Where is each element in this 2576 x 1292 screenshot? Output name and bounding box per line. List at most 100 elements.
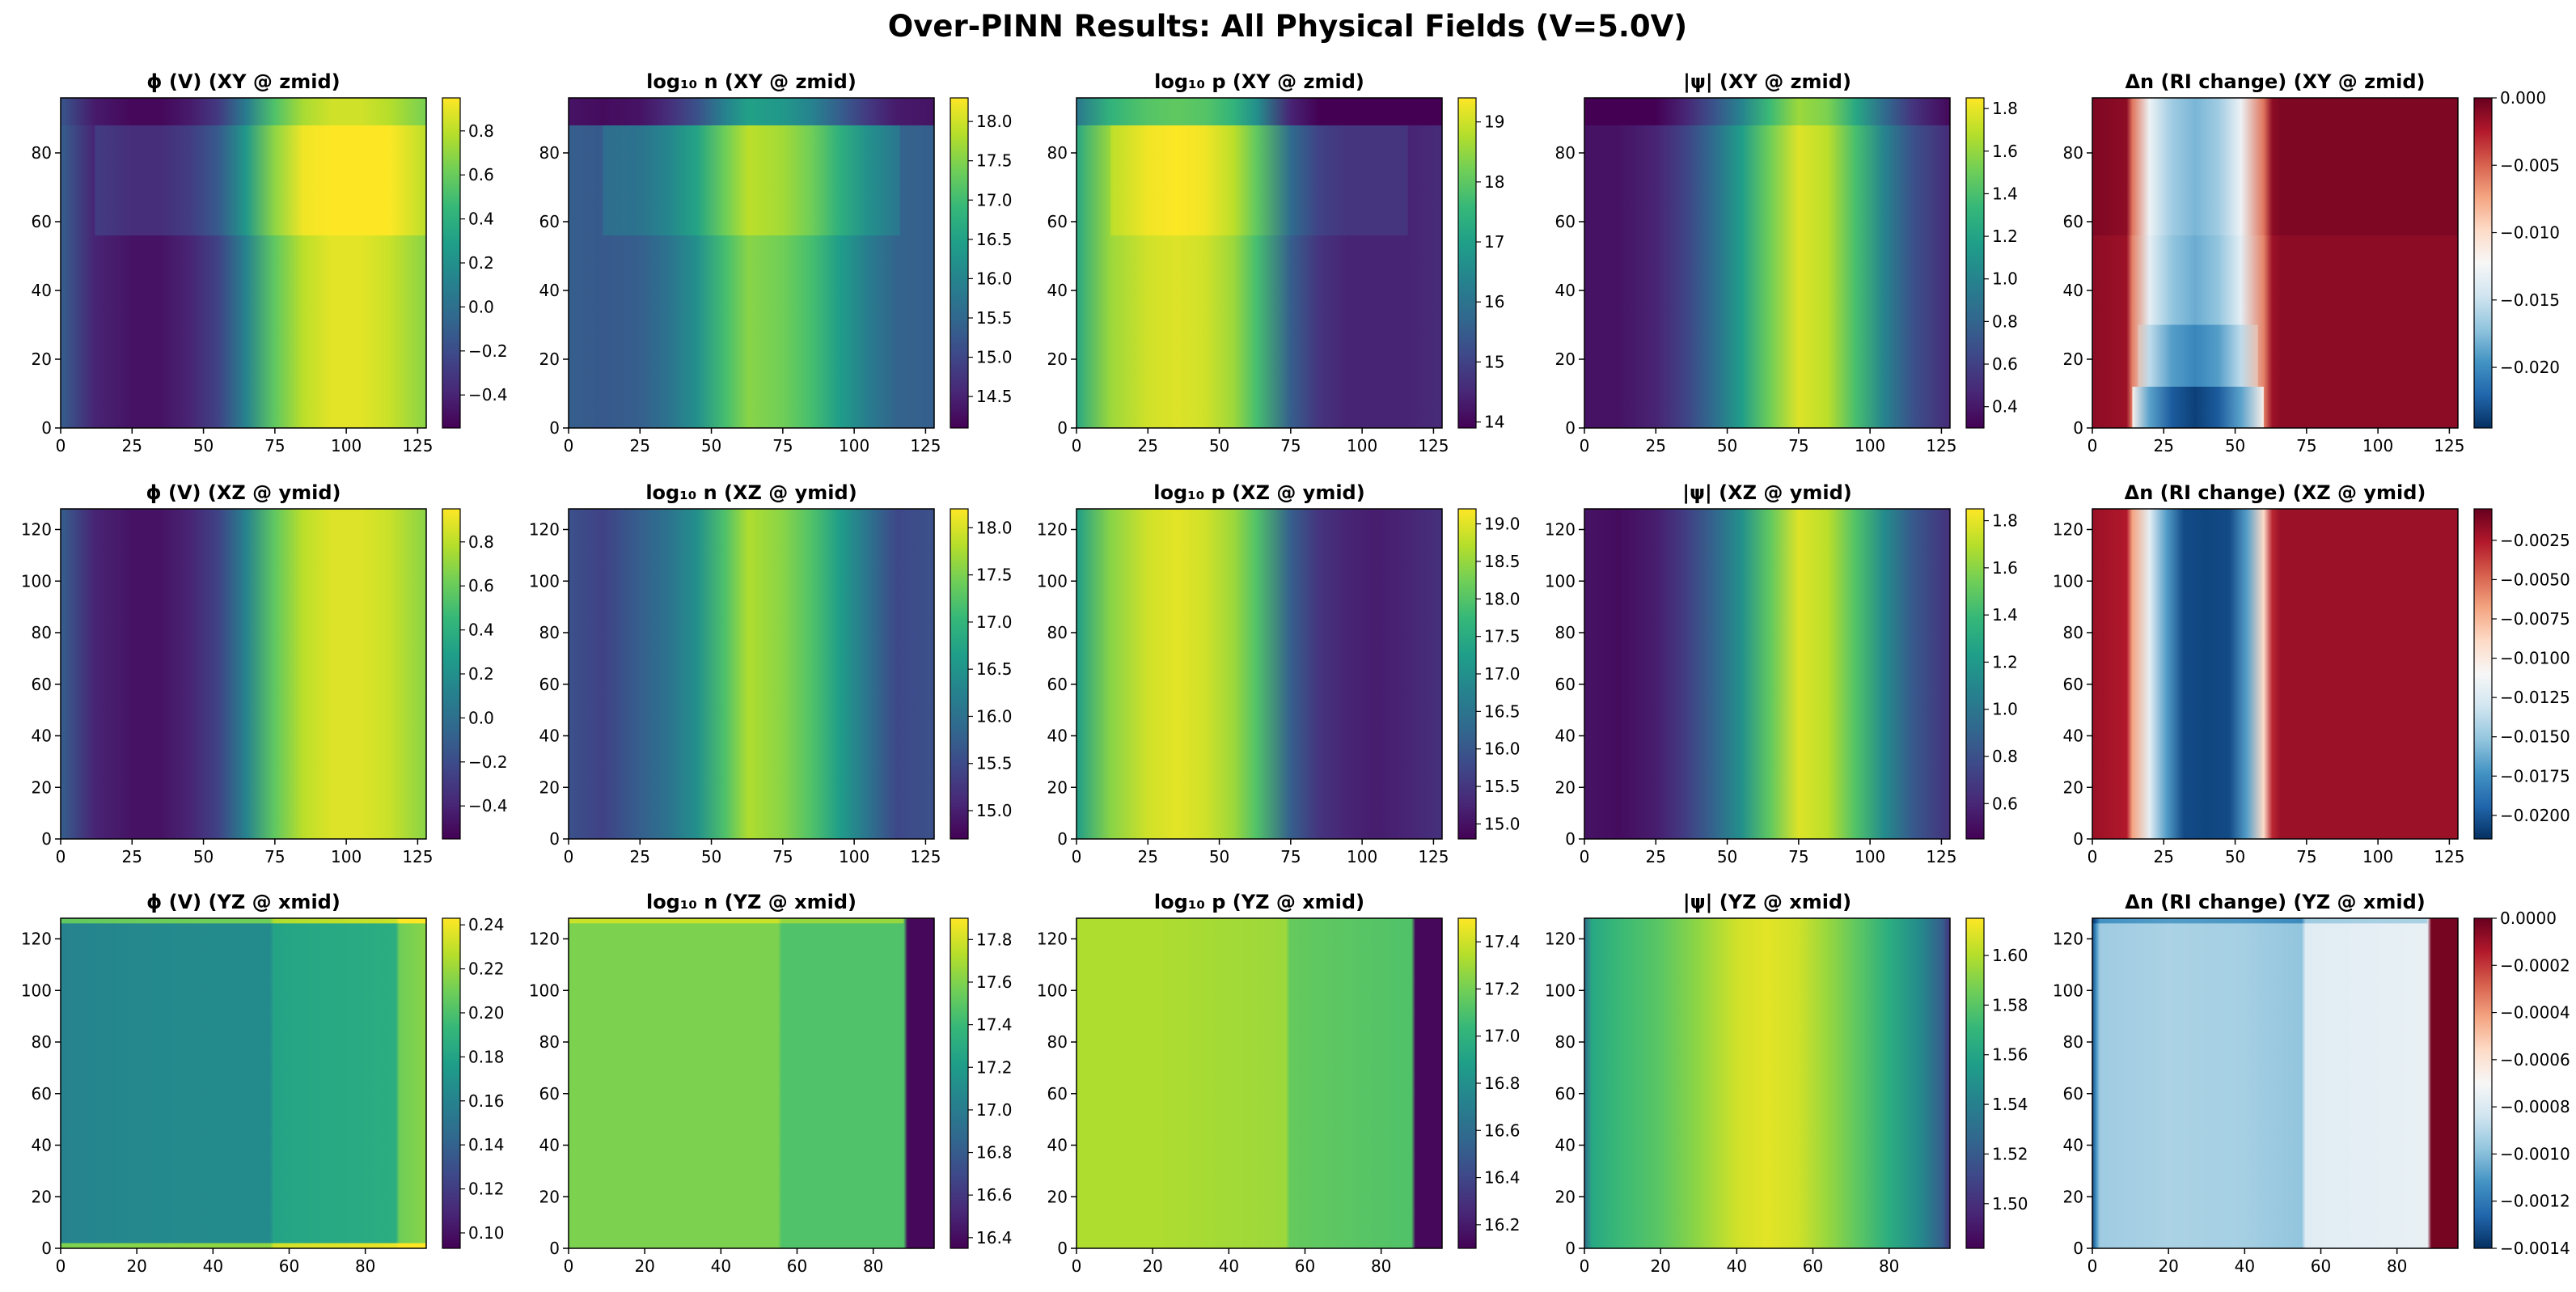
x-tick-label: 0 — [564, 847, 574, 866]
y-tick-label: 100 — [1545, 571, 1576, 591]
x-tick-label: 60 — [1803, 1256, 1823, 1276]
colorbar-tick-label: 1.8 — [1992, 511, 2018, 531]
x-tick-label: 75 — [772, 436, 793, 455]
colorbar-tick-label: 1.6 — [1992, 558, 2018, 578]
y-tick-label: 0 — [1057, 829, 1068, 849]
colorbar-tick-label: −0.0025 — [2500, 531, 2570, 550]
y-tick-label: 60 — [32, 212, 52, 231]
y-tick-label: 20 — [539, 777, 560, 797]
x-tick-label: 25 — [1138, 847, 1158, 866]
plot-frame — [60, 508, 427, 840]
x-tick-label: 75 — [772, 847, 793, 866]
y-tick-label: 40 — [1555, 726, 1576, 746]
colorbar — [950, 508, 969, 840]
colorbar-tick-label: 0.6 — [468, 165, 494, 184]
x-tick-label: 100 — [839, 847, 869, 866]
x-tick-label: 40 — [203, 1256, 223, 1276]
colorbar-tick-label: 19 — [1484, 112, 1504, 132]
y-tick-label: 80 — [32, 1032, 52, 1052]
plot-frame — [1584, 508, 1951, 840]
heatmap-region — [1110, 125, 1408, 235]
panel-title: log₁₀ n (XZ @ ymid) — [645, 481, 857, 504]
x-tick-label: 75 — [1788, 847, 1808, 866]
colorbar-tick-label: 1.0 — [1992, 700, 2018, 719]
panel-title: Δn (RI change) (XY @ zmid) — [2125, 70, 2425, 93]
colorbar-tick-label: 15.0 — [976, 348, 1013, 367]
y-tick-label: 20 — [1555, 349, 1576, 369]
heatmap-region — [2138, 324, 2258, 387]
colorbar — [2473, 508, 2493, 840]
colorbar-tick-label: 1.58 — [1992, 995, 2028, 1015]
x-tick-label: 25 — [1138, 436, 1158, 455]
y-tick-label: 40 — [32, 726, 52, 746]
plot-frame — [1076, 917, 1443, 1249]
x-tick-label: 80 — [355, 1256, 375, 1276]
heatmap-region — [61, 98, 426, 125]
heatmap-field — [2092, 918, 2458, 1248]
x-tick-label: 60 — [787, 1256, 807, 1276]
colorbar-tick-label: 17.2 — [1484, 979, 1521, 998]
x-tick-label: 25 — [630, 847, 650, 866]
y-tick-label: 20 — [539, 1187, 560, 1206]
y-tick-label: 60 — [1555, 675, 1576, 694]
colorbar-tick-label: −0.0100 — [2500, 649, 2570, 668]
colorbar — [1965, 917, 1985, 1249]
x-tick-label: 50 — [1209, 436, 1229, 455]
x-tick-label: 50 — [2225, 847, 2245, 866]
x-tick-label: 60 — [2311, 1256, 2331, 1276]
y-tick-label: 20 — [1047, 1187, 1068, 1206]
y-tick-label: 100 — [1037, 571, 1068, 591]
y-tick-label: 20 — [32, 777, 52, 797]
panel-phi-yz: ϕ (V) (YZ @ xmid) 0 20 40 60 80 0 20 40 60 80 100 12… — [21, 891, 505, 1276]
y-tick-label: 20 — [32, 349, 52, 369]
colorbar-tick-label: 0.8 — [468, 532, 494, 552]
x-tick-label: 100 — [1347, 847, 1377, 866]
x-tick-label: 20 — [126, 1256, 146, 1276]
y-tick-label: 40 — [539, 1136, 560, 1155]
colorbar-tick-label: −0.2 — [468, 341, 508, 361]
x-tick-label: 50 — [701, 847, 721, 866]
colorbar-tick-label: 0.14 — [468, 1135, 505, 1154]
colorbar-tick-label: 17.6 — [976, 972, 1013, 992]
colorbar-tick-label: −0.0150 — [2500, 727, 2570, 747]
x-tick-label: 40 — [1219, 1256, 1239, 1276]
heatmap-field — [61, 918, 426, 1248]
y-tick-label: 60 — [1047, 675, 1068, 694]
colorbar-tick-label: −0.005 — [2500, 155, 2560, 175]
colorbar-tick-label: −0.0012 — [2500, 1192, 2570, 1211]
heatmap-field — [1077, 918, 1442, 1248]
heatmap-field — [1077, 509, 1442, 839]
x-tick-label: 125 — [1926, 436, 1956, 455]
y-tick-label: 60 — [1555, 1084, 1576, 1103]
colorbar-tick-label: 17.4 — [976, 1015, 1013, 1035]
y-tick-label: 80 — [1047, 623, 1068, 642]
panel-dn-xz: Δn (RI change) (XZ @ ymid) 0 25 50 75 100 125 0… — [2053, 481, 2570, 866]
colorbar-tick-label: 1.4 — [1992, 605, 2018, 625]
y-tick-label: 40 — [1555, 1136, 1576, 1155]
x-tick-label: 125 — [2434, 436, 2464, 455]
colorbar-tick-label: 0.22 — [468, 959, 505, 979]
x-tick-label: 75 — [1280, 436, 1301, 455]
colorbar — [442, 917, 461, 1249]
x-tick-label: 100 — [2362, 847, 2393, 866]
panel-psi-xy: |ψ| (XY @ zmid) 0 25 50 75 100 125 0 20 40 60 80 1.8… — [1555, 70, 2018, 455]
colorbar-tick-label: −0.015 — [2500, 290, 2560, 310]
colorbar-tick-label: 16.6 — [976, 1185, 1013, 1205]
colorbar-tick-label: 1.2 — [1992, 652, 2018, 671]
y-tick-label: 80 — [32, 143, 52, 163]
colorbar-tick-label: 0.12 — [468, 1180, 505, 1199]
y-tick-label: 120 — [2053, 520, 2083, 540]
x-tick-label: 25 — [1646, 436, 1666, 455]
x-tick-label: 125 — [910, 436, 941, 455]
panel-title: Δn (RI change) (YZ @ xmid) — [2125, 891, 2425, 913]
y-tick-label: 40 — [2063, 726, 2083, 746]
x-tick-label: 50 — [1209, 847, 1229, 866]
y-tick-label: 0 — [549, 829, 560, 849]
x-tick-label: 40 — [711, 1256, 731, 1276]
y-tick-label: 80 — [2063, 143, 2083, 163]
x-tick-label: 60 — [1295, 1256, 1315, 1276]
panel-title: |ψ| (XZ @ ymid) — [1682, 481, 1852, 504]
colorbar-tick-label: −0.020 — [2500, 358, 2560, 377]
x-tick-label: 100 — [1347, 436, 1377, 455]
colorbar — [1457, 917, 1477, 1249]
